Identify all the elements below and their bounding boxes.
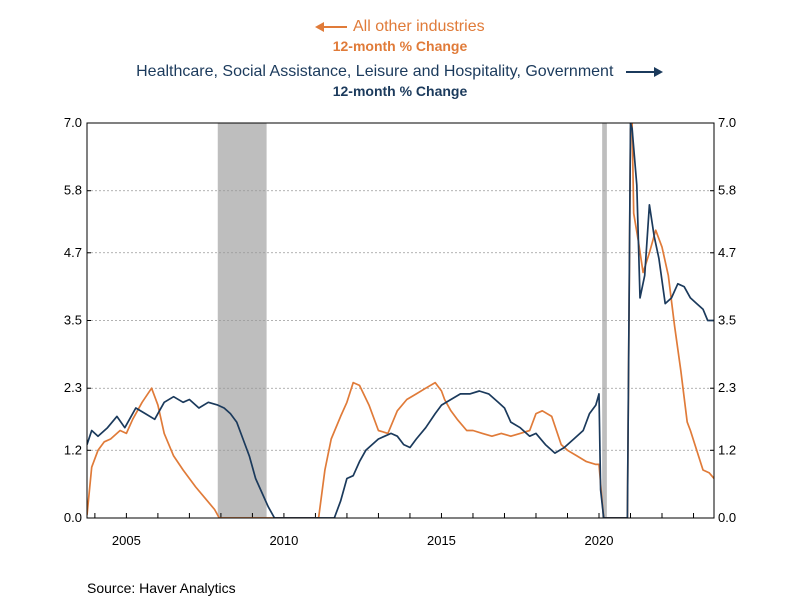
y-tick-label-right: 7.0: [718, 115, 736, 130]
x-tick-label: 2020: [585, 533, 614, 548]
y-tick-label-left: 1.2: [64, 442, 82, 457]
legend-series1-name: All other industries: [352, 18, 485, 35]
y-tick-label-right: 5.8: [718, 183, 736, 198]
y-tick-label-left: 3.5: [64, 313, 82, 328]
legend-series2-subtitle: 12-month % Change: [332, 83, 468, 99]
source-note: Source: Haver Analytics: [87, 580, 236, 596]
y-tick-label-left: 7.0: [64, 115, 82, 130]
recession-band-0: [217, 123, 267, 518]
y-tick-label-left: 2.3: [64, 380, 82, 395]
x-tick-label: 2015: [427, 533, 456, 548]
y-tick-label-right: 0.0: [718, 510, 736, 525]
y-tick-label-left: 0.0: [64, 510, 82, 525]
legend-series2: Healthcare, Social Assistance, Leisure a…: [0, 63, 800, 81]
legend-series1-subtitle: 12-month % Change: [332, 38, 468, 54]
series-line-2: [87, 123, 714, 518]
series-line-1: [87, 123, 714, 518]
y-tick-label-right: 1.2: [718, 442, 736, 457]
arrow-right-icon: [625, 66, 663, 77]
plot-frame: [86, 122, 715, 519]
y-tick-label-left: 4.7: [64, 245, 82, 260]
y-tick-label-right: 3.5: [718, 313, 736, 328]
legend-series1: All other industries: [0, 18, 800, 36]
y-tick-label-left: 5.8: [64, 183, 82, 198]
y-tick-label-right: 4.7: [718, 245, 736, 260]
y-tick-label-right: 2.3: [718, 380, 736, 395]
legend-series2-name: Healthcare, Social Assistance, Leisure a…: [136, 63, 614, 80]
arrow-left-icon: [315, 21, 348, 32]
x-tick-label: 2005: [112, 533, 141, 548]
x-tick-label: 2010: [269, 533, 298, 548]
